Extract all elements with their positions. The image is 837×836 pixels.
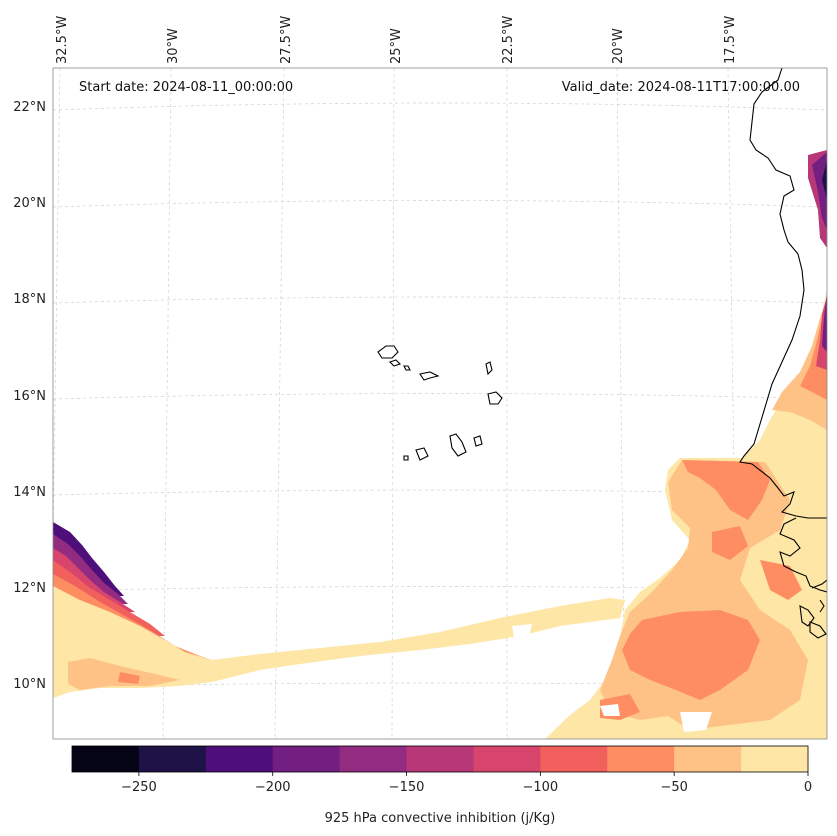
contour-ne-orange bbox=[772, 300, 827, 430]
lon-label: 27.5°W bbox=[279, 16, 294, 64]
colorbar-swatch bbox=[406, 746, 474, 772]
start-date-label: Start date: 2024-08-11_00:00:00 bbox=[79, 80, 293, 95]
contour-ne-salmon bbox=[800, 300, 827, 400]
latitude-labels: 22°N 20°N 18°N 16°N 14°N 12°N 10°N bbox=[13, 100, 46, 692]
lon-label: 20°W bbox=[611, 28, 626, 64]
contour-ne-red bbox=[816, 296, 827, 370]
contour-se-salmon-2 bbox=[622, 610, 760, 700]
lat-label: 20°N bbox=[13, 196, 46, 211]
lon-label: 32.5°W bbox=[55, 16, 70, 64]
contour-se-salmon-1 bbox=[682, 460, 770, 520]
gap-2 bbox=[680, 712, 712, 732]
colorbar-tick-label: 0 bbox=[804, 780, 812, 795]
lat-label: 14°N bbox=[13, 485, 46, 500]
gap-1 bbox=[600, 704, 620, 716]
lon-label: 25°W bbox=[389, 28, 404, 64]
colorbar-swatch bbox=[607, 746, 675, 772]
colorbar-tick-label: −150 bbox=[389, 780, 425, 795]
contour-plume-yellow bbox=[53, 586, 625, 698]
contour-ne-dark2 bbox=[812, 152, 827, 230]
contour-ne-purple bbox=[822, 292, 827, 352]
coastline-africa bbox=[739, 68, 827, 639]
colorbar-swatch bbox=[473, 746, 541, 772]
contour-sw-red bbox=[53, 560, 165, 636]
lon-label: 17.5°W bbox=[723, 16, 738, 64]
valid-date-label: Valid_date: 2024-08-11T17:00:00.00 bbox=[562, 80, 800, 95]
colorbar-ticks: −250 −200 −150 −100 −50 0 bbox=[121, 772, 812, 795]
cape-verde-islands bbox=[377, 345, 503, 461]
lat-label: 16°N bbox=[13, 389, 46, 404]
cin-contours bbox=[53, 150, 827, 739]
colorbar-swatch bbox=[674, 746, 742, 772]
contour-se-salmon-5 bbox=[712, 526, 748, 560]
lon-label: 30°W bbox=[166, 28, 181, 64]
colorbar-swatch bbox=[339, 746, 408, 772]
gap-3 bbox=[512, 624, 532, 640]
colorbar-label: 925 hPa convective inhibition (j/Kg) bbox=[325, 811, 556, 826]
lat-label: 12°N bbox=[13, 581, 46, 596]
contour-ne-black bbox=[822, 160, 827, 200]
colorbar-frame bbox=[71, 745, 809, 773]
colorbar-swatch bbox=[138, 746, 207, 772]
colorbar-tick-label: −100 bbox=[523, 780, 559, 795]
colorbar-swatch bbox=[272, 746, 341, 772]
colorbar-swatch bbox=[741, 746, 809, 772]
contour-sw-purple bbox=[53, 534, 128, 604]
lat-label: 10°N bbox=[13, 677, 46, 692]
colorbar-swatch bbox=[540, 746, 608, 772]
contour-sw-pink bbox=[53, 548, 135, 612]
colorbar-swatch bbox=[205, 746, 274, 772]
lat-label: 22°N bbox=[13, 100, 46, 115]
map-frame bbox=[52, 67, 828, 740]
longitude-labels: 32.5°W 30°W 27.5°W 25°W 22.5°W 20°W 17.5… bbox=[55, 16, 738, 64]
colorbar bbox=[71, 745, 809, 773]
colorbar-tick-label: −50 bbox=[660, 780, 687, 795]
lon-label: 22.5°W bbox=[501, 16, 516, 64]
colorbar-tick-label: −200 bbox=[255, 780, 291, 795]
colorbar-tick-label: −250 bbox=[121, 780, 157, 795]
contour-plume-deep bbox=[118, 672, 140, 684]
lat-label: 18°N bbox=[13, 292, 46, 307]
contour-sw-dark bbox=[53, 522, 124, 596]
colorbar-swatch bbox=[72, 746, 140, 772]
